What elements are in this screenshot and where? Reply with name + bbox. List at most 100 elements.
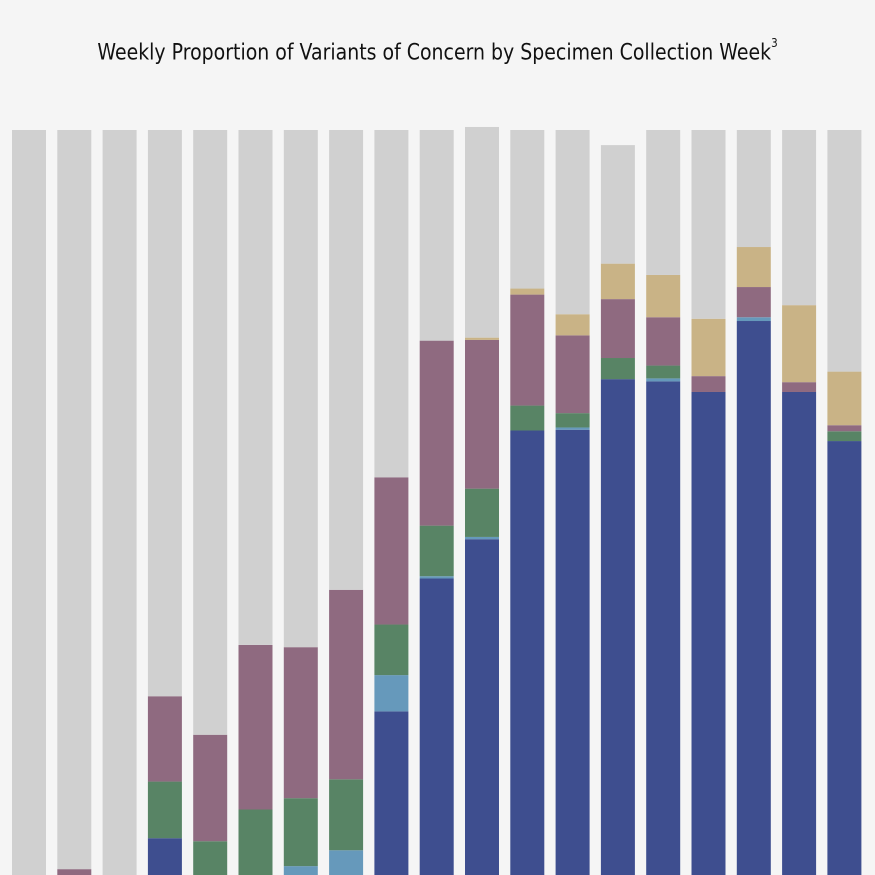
bar-19-segment-1 [827,441,862,875]
bar-12-segment-1 [510,430,545,875]
bar-19-segment-5 [827,371,862,426]
bar-19-segment-4 [827,425,862,432]
bar-14-segment-3 [600,358,635,380]
bar-10-segment-3 [419,525,454,577]
bar-12-segment-4 [510,294,545,406]
bar-14-segment-4 [600,299,635,359]
bar-12-segment-5 [510,288,545,295]
bar-18-segment-5 [782,305,817,383]
bar-18-segment-1 [782,391,817,875]
bar-group-8 [329,130,364,875]
bar-4-segment-6 [147,130,182,697]
bar-6-segment-6 [238,130,273,645]
bar-6-segment-4 [238,644,273,810]
bar-11-segment-6 [465,126,499,338]
bar-10-segment-1 [419,578,454,875]
bar-19-segment-3 [827,431,862,442]
bar-14-segment-5 [600,263,635,300]
bar-4-segment-4 [147,696,182,782]
bar-8-segment-4 [329,589,364,780]
bar-17-segment-5 [736,247,771,288]
chart-title-footnote: 3 [771,36,778,50]
bar-7-segment-6 [283,130,318,648]
bar-2-segment-6 [57,130,92,870]
bar-5-segment-4 [193,734,228,842]
bar-5-segment-6 [193,130,228,735]
bar-8-segment-2 [329,850,364,875]
bar-8-segment-3 [329,779,364,851]
bar-17-segment-2 [736,317,771,322]
bar-11-segment-3 [465,488,499,537]
bar-15-segment-6 [646,130,681,275]
bar-11-segment-5 [465,337,499,340]
bar-group-1 [12,130,46,875]
bar-group-18 [782,130,817,875]
bar-10-segment-6 [419,130,454,341]
bar-group-17 [736,130,771,875]
bar-17-segment-4 [736,287,771,318]
bar-19-segment-6 [827,130,862,372]
bar-group-7 [283,130,318,875]
bar-9-segment-3 [374,624,409,676]
bar-10-segment-4 [419,340,454,526]
bar-16-segment-5 [691,318,726,377]
bar-group-5 [193,130,228,875]
bar-9-segment-2 [374,675,409,712]
bar-4-segment-3 [147,781,182,839]
bar-15-segment-3 [646,365,681,379]
chart-title: Weekly Proportion of Variants of Concern… [61,36,814,66]
bar-11-segment-2 [465,536,499,540]
bar-group-15 [646,130,681,875]
bar-9-segment-1 [374,711,409,875]
bar-17-segment-1 [736,321,771,875]
bar-group-16 [691,130,726,875]
bar-7-segment-4 [283,647,318,799]
bar-6-segment-3 [238,809,273,875]
bar-15-segment-2 [646,378,681,382]
bar-16-segment-4 [691,376,726,392]
bar-14-segment-1 [600,379,635,875]
bar-group-10 [419,130,454,875]
bar-13-segment-1 [555,429,590,875]
bar-group-13 [555,130,590,875]
bar-7-segment-2 [283,866,318,875]
bar-17-segment-6 [736,130,771,248]
bar-4-segment-1 [147,838,182,875]
bar-group-12 [510,130,545,875]
bar-group-19 [827,130,862,875]
bar-16-segment-1 [691,391,726,875]
bar-7-segment-3 [283,798,318,867]
bar-12-segment-3 [510,405,545,431]
bar-15-segment-5 [646,274,681,318]
bar-13-segment-2 [555,427,590,430]
bar-18-segment-6 [782,130,817,306]
bar-13-segment-3 [555,413,590,428]
bar-11-segment-4 [465,339,499,489]
bar-15-segment-4 [646,317,681,366]
bar-group-9 [374,130,409,875]
bar-15-segment-1 [646,381,681,875]
bar-18-segment-4 [782,382,817,392]
bar-9-segment-6 [374,130,409,478]
bar-2-segment-4 [57,869,92,875]
bar-group-4 [147,130,182,875]
bar-12-segment-6 [510,130,545,289]
bar-9-segment-4 [374,477,409,625]
bar-5-segment-3 [193,841,228,875]
bar-11-segment-1 [465,539,499,875]
bar-group-14 [600,145,635,875]
bar-1-segment-6 [12,130,46,875]
bar-3-segment-6 [102,130,137,875]
bar-13-segment-4 [555,335,590,414]
bar-10-segment-2 [419,576,454,579]
bar-group-6 [238,130,273,875]
bar-13-segment-6 [555,130,590,315]
bar-16-segment-6 [691,130,726,319]
bar-group-2 [57,130,92,875]
bar-group-11 [465,126,499,875]
chart-title-text: Weekly Proportion of Variants of Concern… [97,40,772,66]
bar-13-segment-5 [555,314,590,336]
bar-14-segment-6 [600,145,635,264]
